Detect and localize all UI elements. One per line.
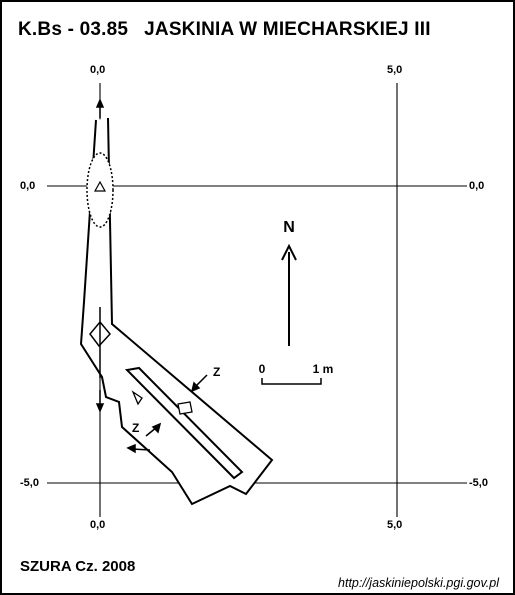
north-arrow-head	[281, 243, 297, 261]
arrow-head-left	[126, 443, 136, 454]
z-marker-label-1: Z	[213, 365, 220, 379]
cave-name: JASKINIA W MIECHARSKIEJ III	[144, 19, 431, 40]
entrance-arrows	[95, 98, 208, 454]
grid-label-top-left: 0,0	[90, 64, 106, 76]
scale-bar-line	[261, 378, 322, 385]
author-credit: SZURA Cz. 2008	[20, 558, 136, 575]
dotted-chamber	[86, 152, 114, 228]
grid-label-right-lower: -5,0	[469, 477, 488, 489]
grid-label-top-right: 5,0	[387, 64, 403, 76]
cave-plan	[79, 117, 274, 506]
grid-label-bottom-right: 5,0	[387, 519, 403, 531]
scale-start-label: 0	[259, 362, 266, 376]
scale-bar	[261, 378, 322, 385]
arrow-head-top	[95, 98, 105, 108]
z-marker-label-2: Z	[132, 421, 139, 435]
boulder-small-2	[177, 401, 193, 415]
north-arrow	[281, 243, 297, 346]
z-arrow-head-1	[190, 381, 201, 393]
scale-end-label: 1 m	[313, 362, 334, 376]
page-title: K.Bs - 03.85 JASKINIA W MIECHARSKIEJ III	[18, 19, 431, 41]
grid-label-bottom-left: 0,0	[90, 519, 106, 531]
triangle-symbol	[93, 180, 107, 192]
cave-pillar	[124, 366, 244, 480]
grid-label-right-upper: 0,0	[469, 180, 485, 192]
z-arrow-head-2	[151, 422, 162, 434]
cave-code: K.Bs - 03.85	[18, 19, 129, 40]
arrow-head-bottom	[95, 403, 105, 413]
north-label: N	[283, 219, 295, 236]
grid-label-left-upper: 0,0	[20, 180, 36, 192]
source-url[interactable]: http://jaskiniepolski.pgi.gov.pl	[338, 576, 499, 590]
grid-label-left-lower: -5,0	[20, 477, 39, 489]
boulder-small	[131, 390, 143, 406]
